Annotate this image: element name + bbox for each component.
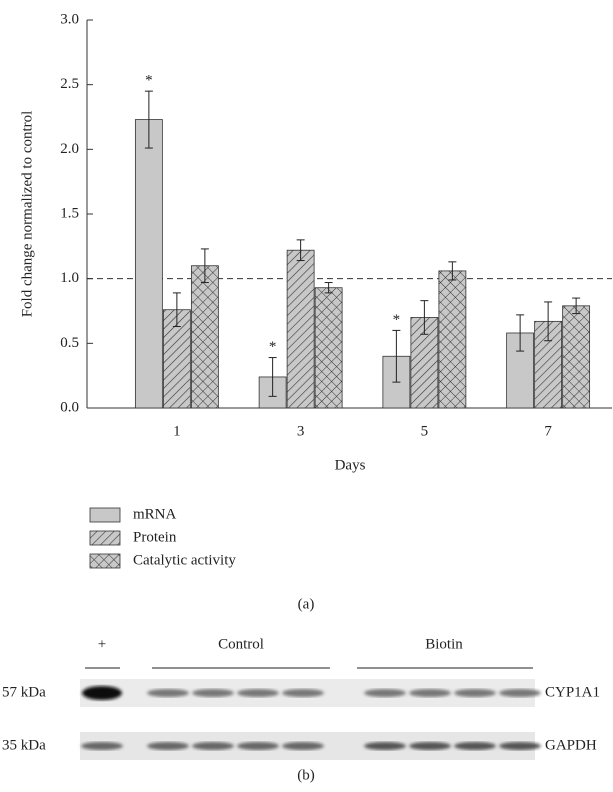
- western-blot: (b) + Control Biotin 57 kDa 35 kDa CYP1A…: [2, 636, 600, 783]
- band: [282, 689, 324, 697]
- bar: [191, 266, 218, 408]
- legend-label: Protein: [133, 529, 177, 545]
- band: [499, 742, 541, 750]
- legend-swatch: [90, 554, 120, 568]
- legend-swatch: [90, 508, 120, 522]
- legend-label: mRNA: [133, 506, 177, 522]
- x-tick-label: 5: [421, 423, 429, 439]
- bar: [135, 120, 162, 408]
- y-tick-label: 0.5: [60, 335, 79, 351]
- bar: [315, 288, 342, 408]
- y-tick-label: 3.0: [60, 11, 79, 27]
- caption: (b): [297, 767, 315, 783]
- band: [499, 689, 541, 697]
- significance-marker: *: [393, 312, 401, 328]
- band: [364, 742, 406, 750]
- bar: [439, 271, 466, 408]
- band: [454, 689, 496, 697]
- bar: [563, 306, 590, 408]
- caption: (a): [298, 596, 315, 612]
- x-axis-label: Days: [335, 457, 366, 473]
- band: [364, 689, 406, 697]
- protein-label: CYP1A1: [545, 684, 600, 700]
- group-label: Control: [218, 636, 264, 652]
- band: [237, 689, 279, 697]
- y-tick-label: 2.5: [60, 76, 79, 92]
- band: [237, 742, 279, 750]
- band: [82, 686, 122, 700]
- legend-swatch: [90, 531, 120, 545]
- group-label: Biotin: [425, 636, 463, 652]
- figure: Fold change normalized to control Days (…: [0, 0, 613, 792]
- group-label: +: [98, 636, 106, 652]
- band: [282, 742, 324, 750]
- band: [454, 742, 496, 750]
- size-label: 35 kDa: [2, 737, 46, 753]
- band: [192, 689, 234, 697]
- band: [409, 742, 451, 750]
- significance-marker: *: [269, 339, 277, 355]
- band: [147, 689, 189, 697]
- y-tick-label: 1.5: [60, 205, 79, 221]
- band: [147, 742, 189, 750]
- significance-marker: *: [145, 73, 153, 89]
- bar: [287, 250, 314, 408]
- size-label: 57 kDa: [2, 684, 46, 700]
- y-tick-label: 0.0: [60, 399, 79, 415]
- x-tick-label: 1: [173, 423, 181, 439]
- x-tick-label: 7: [544, 423, 552, 439]
- x-tick-label: 3: [297, 423, 305, 439]
- y-axis-label: Fold change normalized to control: [19, 111, 35, 318]
- y-tick-label: 2.0: [60, 141, 79, 157]
- band: [192, 742, 234, 750]
- band: [81, 742, 123, 750]
- band: [409, 689, 451, 697]
- legend-label: Catalytic activity: [133, 552, 236, 568]
- y-tick-label: 1.0: [60, 270, 79, 286]
- protein-label: GAPDH: [545, 737, 597, 753]
